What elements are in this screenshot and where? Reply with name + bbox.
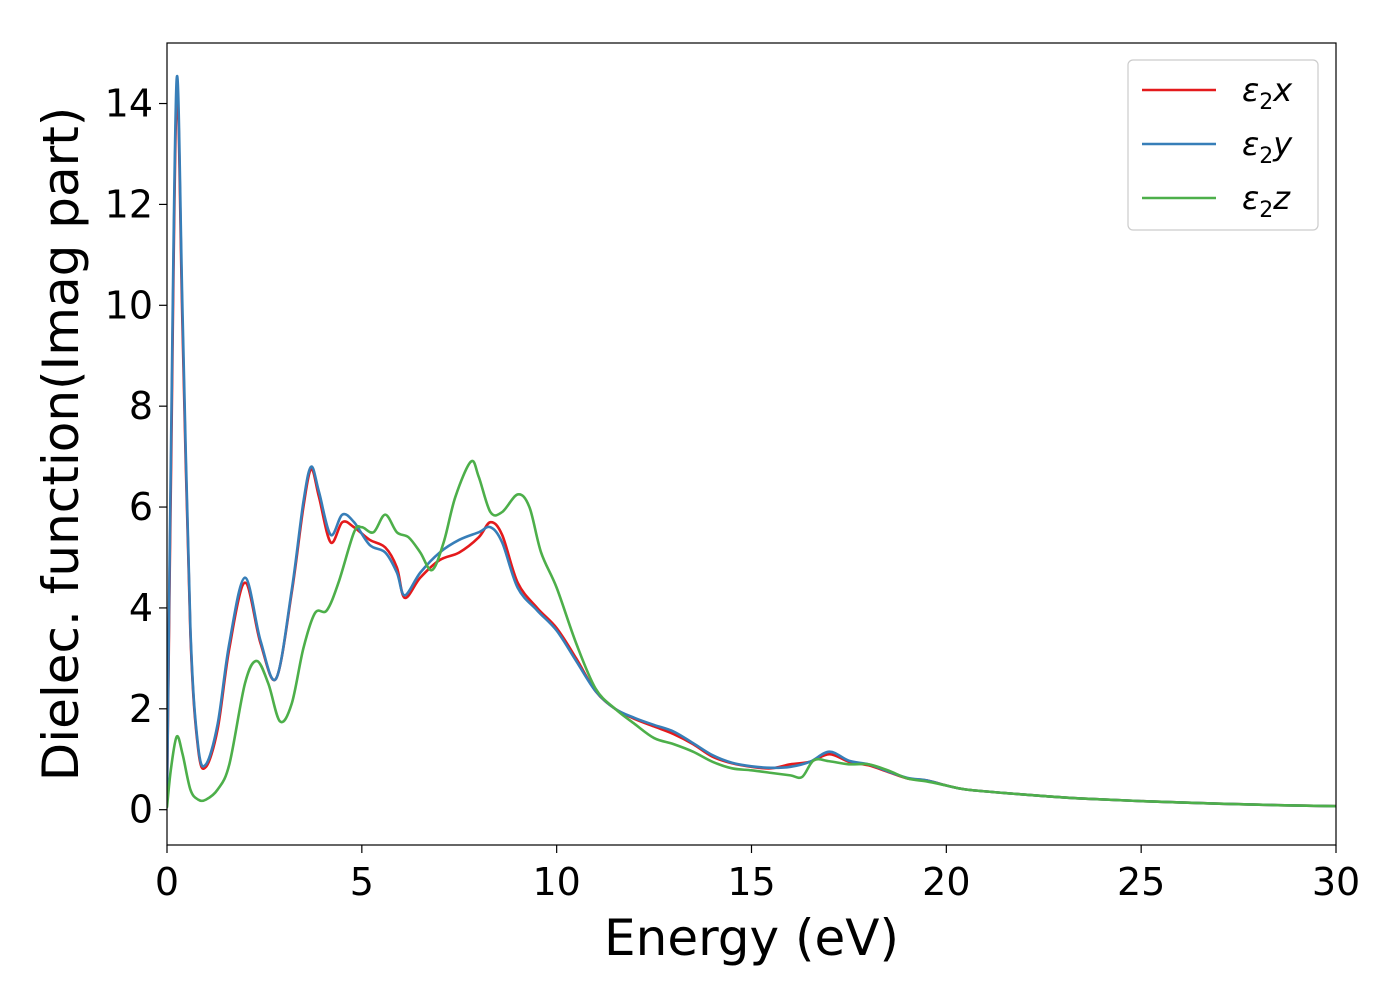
series-layer — [167, 74, 1336, 809]
legend-label-y: ε2y — [1242, 125, 1293, 169]
y-tick-label: 10 — [105, 283, 153, 327]
x-tick-label: 30 — [1312, 860, 1360, 904]
y-axis-ticks: 0 2 4 6 8 10 12 14 — [105, 82, 167, 832]
x-tick-label: 10 — [532, 860, 580, 904]
x-tick-label: 15 — [727, 860, 775, 904]
y-tick-label: 4 — [129, 586, 153, 630]
legend-label-x: ε2x — [1242, 71, 1293, 115]
x-tick-label: 5 — [350, 860, 374, 904]
y-axis-label: Dielec. function(Imag part) — [32, 107, 90, 782]
legend-frame — [1127, 59, 1319, 231]
y-tick-label: 8 — [129, 384, 153, 428]
x-tick-label: 20 — [922, 860, 970, 904]
legend-label-z: ε2z — [1242, 179, 1291, 223]
y-tick-label: 2 — [129, 687, 153, 731]
x-axis-label: Energy (eV) — [604, 909, 899, 967]
y-tick-label: 6 — [129, 485, 153, 529]
x-tick-label: 25 — [1117, 860, 1165, 904]
y-tick-label: 0 — [129, 788, 153, 832]
y-tick-label: 12 — [105, 182, 153, 226]
legend: ε2x ε2y ε2z — [1127, 59, 1319, 231]
x-tick-label: 0 — [155, 860, 179, 904]
series-line-z — [167, 459, 1336, 809]
y-tick-label: 14 — [105, 82, 153, 126]
x-axis-ticks: 0 5 10 15 20 25 30 — [155, 845, 1360, 904]
